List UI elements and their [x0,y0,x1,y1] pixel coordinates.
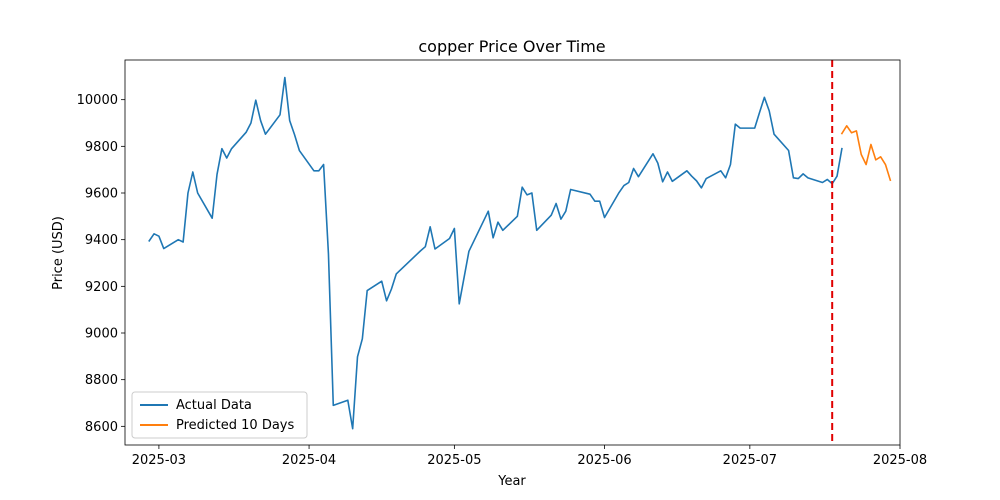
legend-box [131,391,308,439]
x-tick-label: 2025-04 [282,453,336,468]
y-tick-label: 9600 [85,187,118,202]
legend: Actual Data Predicted 10 Days [131,391,308,439]
y-tick-label: 9200 [85,280,118,295]
y-tick-label: 8600 [85,420,118,435]
x-axis-ticks: 2025-03 2025-04 2025-05 2025-06 2025-07 2025-… [132,445,927,468]
legend-label-actual: Actual Data [176,398,252,413]
x-tick-label: 2025-05 [427,453,481,468]
legend-label-predicted: Predicted 10 Days [176,418,295,433]
x-tick-label: 2025-06 [577,453,631,468]
x-tick-label: 2025-07 [723,453,777,468]
x-axis-title: Year [497,474,526,489]
y-tick-label: 9000 [85,327,118,342]
y-tick-label: 9400 [85,233,118,248]
y-tick-label: 8800 [85,373,118,388]
series-line-actual-data [148,76,843,430]
series-line-predicted-10-days [840,125,892,182]
plot-marks [148,60,892,445]
plot-frame [124,59,901,446]
y-tick-label: 10000 [77,93,118,108]
y-axis-title: Price (USD) [51,216,66,290]
x-tick-label: 2025-03 [132,453,186,468]
y-axis-ticks: 8600 8800 9000 9200 9400 9600 9800 10000 [77,93,125,435]
x-tick-label: 2025-08 [873,453,927,468]
chart-title: copper Price Over Time [418,37,605,56]
y-tick-label: 9800 [85,140,118,155]
